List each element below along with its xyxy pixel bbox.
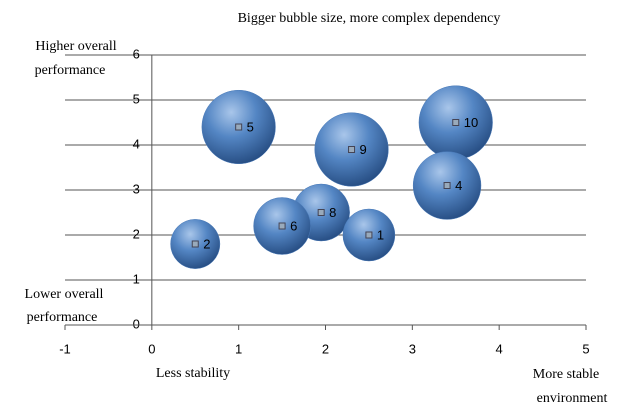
y-high-label: performance bbox=[35, 63, 106, 78]
bubble-marker bbox=[348, 146, 356, 153]
x-tick-label: 2 bbox=[322, 341, 329, 356]
bubble-marker bbox=[365, 231, 373, 239]
bubble-label: 6 bbox=[290, 218, 297, 233]
y-low-label: performance bbox=[27, 310, 98, 325]
x-tick-label: 3 bbox=[409, 341, 416, 356]
bubble-label: 8 bbox=[329, 205, 336, 220]
bubble-label: 5 bbox=[247, 119, 254, 134]
y-tick-label: 2 bbox=[133, 226, 140, 241]
bubble-marker bbox=[452, 119, 460, 126]
x-tick-label: -1 bbox=[59, 341, 71, 356]
bubble-label: 9 bbox=[360, 142, 367, 157]
y-low-label: Lower overall bbox=[25, 287, 104, 302]
bubble-marker bbox=[278, 222, 286, 230]
x-high-label: environment bbox=[537, 391, 608, 406]
y-tick-label: 6 bbox=[133, 46, 140, 61]
bubble-label: 10 bbox=[464, 115, 478, 130]
x-tick-label: 1 bbox=[235, 341, 242, 356]
chart-title: Bigger bubble size, more complex depende… bbox=[238, 11, 501, 26]
y-tick-label: 5 bbox=[133, 91, 140, 106]
x-tick-label: 5 bbox=[582, 341, 589, 356]
bubble-marker bbox=[235, 123, 243, 131]
bubble-label: 4 bbox=[455, 178, 462, 193]
bubble-label: 1 bbox=[377, 227, 384, 242]
y-tick-label: 4 bbox=[133, 136, 140, 151]
y-tick-label: 0 bbox=[133, 316, 140, 331]
y-tick-label: 3 bbox=[133, 181, 140, 196]
bubble-marker bbox=[191, 240, 199, 248]
x-tick-label: 0 bbox=[148, 341, 155, 356]
bubble-marker bbox=[443, 182, 451, 189]
x-high-label: More stable bbox=[533, 367, 599, 382]
x-low-label: Less stability bbox=[156, 366, 230, 381]
bubble-marker bbox=[317, 209, 325, 216]
y-tick-label: 1 bbox=[133, 271, 140, 286]
x-tick-label: 4 bbox=[496, 341, 503, 356]
y-high-label: Higher overall bbox=[35, 39, 116, 54]
bubble-label: 2 bbox=[203, 236, 210, 251]
